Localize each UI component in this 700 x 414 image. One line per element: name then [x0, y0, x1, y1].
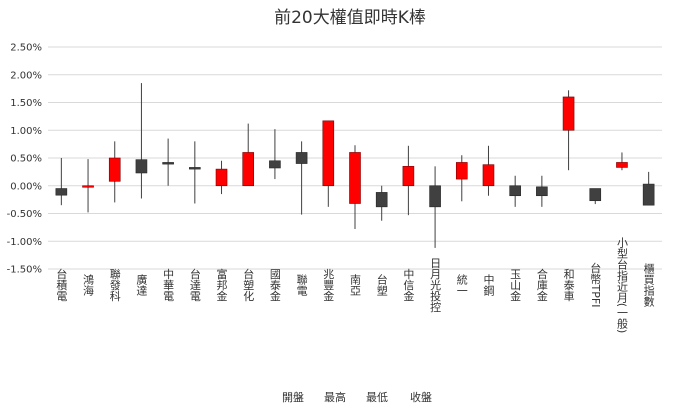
- y-tick-label: -0.50%: [7, 209, 42, 220]
- legend: 開盤 最高 最低 收盤: [282, 390, 432, 404]
- candle: [269, 129, 281, 180]
- x-category-label: 和泰車: [562, 268, 575, 302]
- candle-body: [135, 159, 148, 174]
- candle-body: [322, 120, 335, 187]
- x-category-label: 富邦金: [215, 267, 228, 301]
- x-category-label: 小型台指近月(一般): [615, 236, 628, 333]
- x-category-label: 聯發科: [108, 268, 121, 301]
- candle-body: [242, 152, 255, 187]
- x-category-label: 玉山金: [509, 269, 522, 302]
- y-tick-label: 1.00%: [10, 126, 42, 137]
- candle: [55, 158, 68, 206]
- candle-body: [642, 183, 655, 206]
- legend-entry: 最高: [324, 390, 346, 404]
- candle-body: [536, 186, 548, 197]
- x-category-label: 鴻海: [82, 273, 95, 297]
- x-category-label: 合庫金: [535, 267, 548, 301]
- candle-body: [269, 160, 281, 169]
- candle: [589, 188, 602, 205]
- candle-body: [375, 192, 388, 208]
- candle: [509, 175, 521, 207]
- x-category-label: 台幣TPFI: [589, 261, 602, 307]
- x-axis-category-labels: 台積電 鴻海 聯發科 廣達 中華電 台達電 富邦金 台塑化 國泰金 聯電 兆豐金 南亞 台塑 中信金 日月光…: [55, 236, 655, 333]
- x-category-label: 台達電: [188, 267, 201, 301]
- y-axis-tick-labels: -1.50% -1.00% -0.50% 0.00% 0.50% 1.00% 1.50% 2.…: [7, 43, 42, 276]
- legend-entry: 收盤: [410, 390, 432, 404]
- candles: [55, 83, 655, 248]
- candle: [642, 171, 655, 206]
- candle: [349, 145, 361, 230]
- candle-body: [482, 164, 495, 187]
- candle-body: [162, 162, 174, 165]
- y-tick-label: 0.00%: [10, 181, 42, 192]
- x-category-label: 兆豐金: [322, 268, 335, 301]
- legend-entry: 最低: [366, 391, 388, 404]
- candle: [455, 155, 468, 202]
- y-tick-label: 1.50%: [10, 98, 42, 109]
- candle-body: [429, 185, 441, 208]
- candle-body: [108, 157, 121, 182]
- candle: [375, 185, 388, 221]
- legend-entry: 開盤: [282, 391, 304, 404]
- x-category-label: 中鋼: [482, 274, 495, 297]
- chart-title: 前20大權值即時K棒: [274, 8, 426, 28]
- y-tick-label: -1.00%: [7, 237, 42, 248]
- candle-body: [562, 96, 575, 131]
- x-category-label: 南亞: [349, 274, 362, 296]
- candle: [82, 159, 94, 213]
- x-category-label: 日月光投控: [429, 258, 442, 313]
- x-category-label: 統一: [455, 273, 468, 296]
- candle: [162, 138, 174, 186]
- x-category-label: 櫃買指數: [642, 262, 655, 308]
- candle-body: [402, 166, 415, 187]
- x-category-label: 國泰金: [268, 268, 281, 301]
- y-tick-label: 2.50%: [10, 43, 42, 54]
- candle: [189, 141, 201, 204]
- candle: [429, 166, 441, 248]
- candle: [322, 120, 335, 207]
- x-category-label: 聯電: [295, 274, 308, 296]
- candle: [108, 141, 121, 203]
- candle-body: [455, 162, 468, 180]
- candle: [295, 141, 308, 215]
- y-tick-label: -1.50%: [7, 265, 42, 276]
- candle-body: [55, 188, 68, 196]
- x-category-label: 台積電: [55, 267, 68, 301]
- x-category-label: 中信金: [402, 268, 415, 301]
- x-category-label: 廣達: [135, 273, 148, 296]
- candle-body: [616, 162, 628, 168]
- y-tick-label: 0.50%: [10, 154, 42, 165]
- x-category-label: 台塑化: [242, 267, 255, 302]
- candle-body: [349, 152, 361, 204]
- candle-body: [215, 168, 228, 187]
- candle-body: [509, 185, 521, 197]
- candle: [562, 90, 575, 171]
- candle-body: [295, 152, 308, 164]
- x-category-label: 中華電: [162, 268, 175, 301]
- x-category-label: 台塑: [375, 273, 388, 296]
- candle: [215, 160, 228, 195]
- candle: [242, 123, 255, 187]
- y-tick-label: 2.00%: [10, 70, 42, 81]
- candle: [402, 145, 415, 216]
- candle: [536, 175, 548, 207]
- candle-body: [189, 167, 201, 170]
- candle-body: [82, 185, 94, 188]
- candle: [482, 145, 495, 196]
- candle: [135, 83, 148, 199]
- candle: [616, 152, 628, 171]
- candle-body: [589, 188, 602, 202]
